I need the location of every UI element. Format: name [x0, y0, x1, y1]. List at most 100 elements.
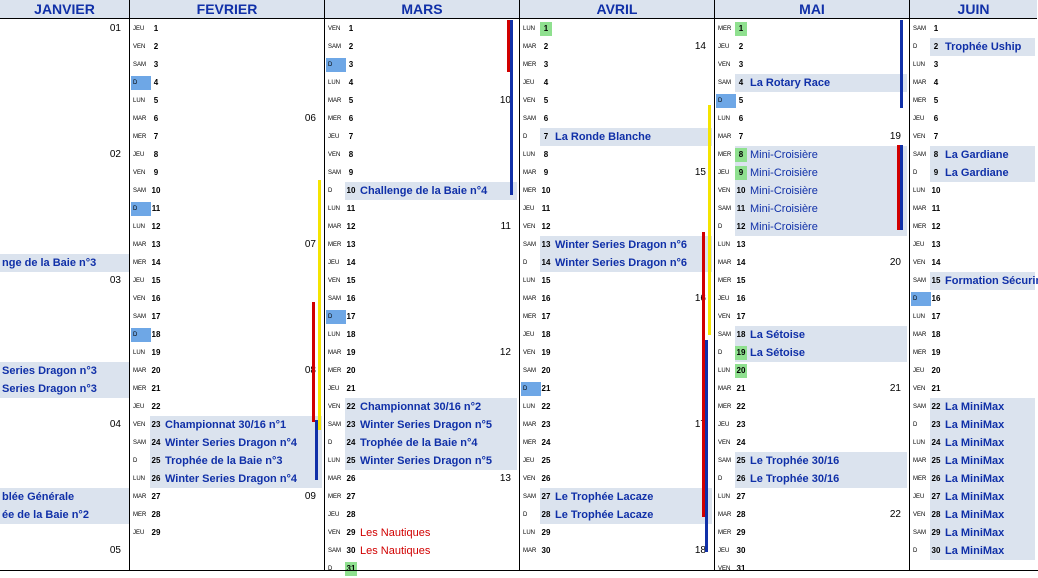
- day-row[interactable]: MAR 23 17: [520, 416, 714, 434]
- day-row[interactable]: D 26 Le Trophée 30/16: [715, 470, 909, 488]
- day-row[interactable]: SAM 10: [130, 182, 324, 200]
- day-row[interactable]: SAM 13 Winter Series Dragon n°6: [520, 236, 714, 254]
- day-row[interactable]: MER 15: [715, 272, 909, 290]
- day-row[interactable]: VEN 24: [715, 434, 909, 452]
- day-row[interactable]: SAM 17: [130, 308, 324, 326]
- event-label[interactable]: Championnat 30/16 n°2: [360, 401, 482, 413]
- day-row[interactable]: VEN 12: [520, 218, 714, 236]
- day-row[interactable]: VEN 8: [325, 146, 519, 164]
- event-label[interactable]: La Rotary Race: [750, 77, 831, 89]
- event-label[interactable]: Trophée Uship: [945, 41, 1022, 53]
- day-row[interactable]: MER 8 Mini-Croisière: [715, 146, 909, 164]
- day-row[interactable]: MER 1: [715, 20, 909, 38]
- day-row[interactable]: MER 20: [325, 362, 519, 380]
- day-row[interactable]: nge de la Baie n°3: [0, 254, 129, 272]
- day-row[interactable]: VEN 23 Championnat 30/16 n°1: [130, 416, 324, 434]
- day-row[interactable]: MAR 16 16: [520, 290, 714, 308]
- day-row[interactable]: D 11: [130, 200, 324, 218]
- day-row[interactable]: 01: [0, 20, 129, 38]
- event-label[interactable]: Le Trophée Lacaze: [555, 509, 654, 521]
- day-row[interactable]: MER 22: [715, 398, 909, 416]
- day-row[interactable]: JEU 20: [910, 362, 1037, 380]
- day-row[interactable]: SAM 3: [130, 56, 324, 74]
- event-label[interactable]: Winter Series Dragon n°4: [165, 437, 298, 449]
- event-label[interactable]: Winter Series Dragon n°4: [165, 473, 298, 485]
- event-label[interactable]: Mini-Croisière: [750, 221, 818, 233]
- day-row[interactable]: VEN 9: [130, 164, 324, 182]
- day-row[interactable]: LUN 25 Winter Series Dragon n°5: [325, 452, 519, 470]
- event-label[interactable]: Series Dragon n°3: [2, 383, 97, 395]
- day-row[interactable]: LUN 20: [715, 362, 909, 380]
- day-row[interactable]: LUN 17: [910, 308, 1037, 326]
- day-row[interactable]: LUN 26 Winter Series Dragon n°4: [130, 470, 324, 488]
- day-row[interactable]: SAM 16: [325, 290, 519, 308]
- day-row[interactable]: LUN 15: [520, 272, 714, 290]
- day-row[interactable]: D 24 Trophée de la Baie n°4: [325, 434, 519, 452]
- day-row[interactable]: JEU 6: [910, 110, 1037, 128]
- day-row[interactable]: VEN 15: [325, 272, 519, 290]
- day-row[interactable]: SAM 25 Le Trophée 30/16: [715, 452, 909, 470]
- day-row[interactable]: JEU 15: [130, 272, 324, 290]
- day-row[interactable]: MAR 9 15: [520, 164, 714, 182]
- day-row[interactable]: MER 6: [325, 110, 519, 128]
- event-label[interactable]: La MiniMax: [945, 455, 1005, 467]
- day-row[interactable]: JEU 14: [325, 254, 519, 272]
- day-row[interactable]: MAR 21 21: [715, 380, 909, 398]
- day-row[interactable]: SAM 2: [325, 38, 519, 56]
- event-label[interactable]: Winter Series Dragon n°5: [360, 455, 493, 467]
- day-row[interactable]: MER 7: [130, 128, 324, 146]
- day-row[interactable]: JEU 7: [325, 128, 519, 146]
- event-label[interactable]: La Sétoise: [750, 329, 806, 341]
- day-row[interactable]: VEN 17: [715, 308, 909, 326]
- day-row[interactable]: LUN 10: [910, 182, 1037, 200]
- day-row[interactable]: VEN 21: [910, 380, 1037, 398]
- day-row[interactable]: JEU 29: [130, 524, 324, 542]
- day-row[interactable]: MAR 25 La MiniMax: [910, 452, 1037, 470]
- event-label[interactable]: Mini-Croisière: [750, 149, 818, 161]
- day-row[interactable]: MAR 26 13: [325, 470, 519, 488]
- day-row[interactable]: SAM 22 La MiniMax: [910, 398, 1037, 416]
- day-row[interactable]: LUN 22: [520, 398, 714, 416]
- day-row[interactable]: VEN 10 Mini-Croisière: [715, 182, 909, 200]
- day-row[interactable]: LUN 4: [325, 74, 519, 92]
- day-row[interactable]: MER 3: [520, 56, 714, 74]
- day-row[interactable]: VEN 14: [910, 254, 1037, 272]
- day-row[interactable]: JEU 21: [325, 380, 519, 398]
- day-row[interactable]: MAR 27 09: [130, 488, 324, 506]
- event-label[interactable]: ée de la Baie n°2: [2, 509, 89, 521]
- event-label[interactable]: La MiniMax: [945, 401, 1005, 413]
- day-row[interactable]: JEU 18: [520, 326, 714, 344]
- day-row[interactable]: 03: [0, 272, 129, 290]
- event-label[interactable]: La MiniMax: [945, 473, 1005, 485]
- day-row[interactable]: MER 10: [520, 182, 714, 200]
- day-row[interactable]: SAM 27 Le Trophée Lacaze: [520, 488, 714, 506]
- day-row[interactable]: VEN 3: [715, 56, 909, 74]
- event-label[interactable]: Le Trophée Lacaze: [555, 491, 654, 503]
- day-row[interactable]: 05: [0, 542, 129, 560]
- day-row[interactable]: LUN 29: [520, 524, 714, 542]
- day-row[interactable]: MAR 6 06: [130, 110, 324, 128]
- event-label[interactable]: Winter Series Dragon n°5: [360, 419, 493, 431]
- day-row[interactable]: MAR 7 19: [715, 128, 909, 146]
- day-row[interactable]: JEU 13: [910, 236, 1037, 254]
- day-row[interactable]: JEU 22: [130, 398, 324, 416]
- day-row[interactable]: D 30 La MiniMax: [910, 542, 1037, 560]
- event-label[interactable]: Le Trophée 30/16: [750, 455, 840, 467]
- day-row[interactable]: 02: [0, 146, 129, 164]
- event-label[interactable]: Trophée de la Baie n°3: [165, 455, 283, 467]
- day-row[interactable]: D 2 Trophée Uship: [910, 38, 1037, 56]
- day-row[interactable]: LUN 1: [520, 20, 714, 38]
- day-row[interactable]: MER 21: [130, 380, 324, 398]
- day-row[interactable]: SAM 30 Les Nautiques: [325, 542, 519, 560]
- day-row[interactable]: MER 29: [715, 524, 909, 542]
- day-row[interactable]: LUN 24 La MiniMax: [910, 434, 1037, 452]
- day-row[interactable]: SAM 23 Winter Series Dragon n°5: [325, 416, 519, 434]
- day-row[interactable]: JEU 23: [715, 416, 909, 434]
- day-row[interactable]: D 19 La Sétoise: [715, 344, 909, 362]
- day-row[interactable]: MAR 2 14: [520, 38, 714, 56]
- event-label[interactable]: Mini-Croisière: [750, 167, 818, 179]
- day-row[interactable]: MAR 12 11: [325, 218, 519, 236]
